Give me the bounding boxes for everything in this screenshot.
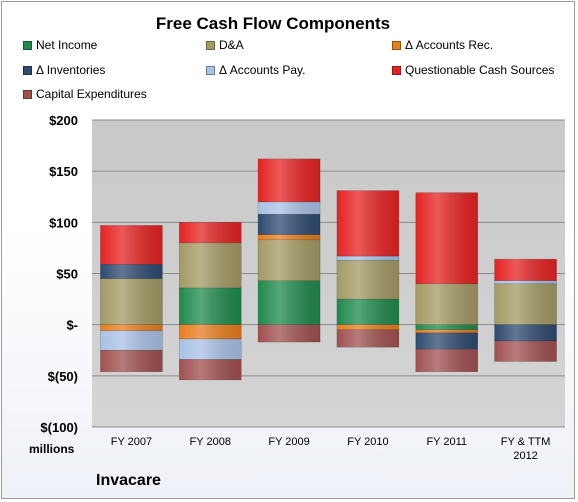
legend-swatch	[392, 65, 401, 75]
x-tick-label: FY 2010	[347, 436, 388, 448]
bar-segment-shade	[100, 330, 163, 351]
legend-item: D&A	[206, 38, 244, 52]
y-tick-label: $(100)	[40, 420, 78, 435]
bar-segment-shade	[258, 214, 321, 235]
bar-segment-shade	[258, 201, 321, 215]
x-tick-label: 2012	[513, 450, 537, 462]
bar-segment-shade	[179, 242, 242, 288]
bar-segment-shade	[179, 359, 242, 380]
legend-label: Δ Accounts Pay.	[219, 63, 306, 77]
legend-item: Δ Accounts Pay.	[206, 63, 306, 77]
x-tick-label: FY 2007	[111, 436, 152, 448]
y-tick-label: $50	[56, 267, 78, 282]
bar-segment-shade	[415, 324, 478, 330]
bar-segment-shade	[258, 158, 321, 202]
bar-segment-shade	[336, 260, 399, 300]
bar-segment-shade	[415, 349, 478, 372]
units-label: millions	[29, 442, 75, 456]
legend-label: D&A	[219, 38, 244, 52]
bar-segment-shade	[415, 192, 478, 284]
bar-segment-shade	[258, 239, 321, 281]
legend-item: Δ Inventories	[23, 63, 105, 77]
x-tick-label: FY 2008	[190, 436, 231, 448]
bar-segment-shade	[258, 324, 321, 343]
bar-segment-shade	[336, 256, 399, 261]
bar-segment-shade	[494, 280, 557, 284]
y-tick-label: $200	[49, 113, 78, 128]
legend-item: Questionable Cash Sources	[392, 63, 554, 77]
bar-segment-shade	[494, 283, 557, 325]
bar-segment-shade	[494, 259, 557, 281]
bar-segment-shade	[258, 234, 321, 240]
legend-item: Δ Accounts Rec.	[392, 38, 493, 52]
bar-segment-shade	[336, 190, 399, 257]
legend-label: Net Income	[36, 38, 98, 52]
bar-segment-shade	[336, 324, 399, 330]
bar-segment-shade	[100, 350, 163, 372]
bar-segment-shade	[494, 324, 557, 342]
bar-segment-shade	[179, 338, 242, 360]
bar-segment-shade	[179, 287, 242, 325]
chart-title: Free Cash Flow Components	[155, 14, 391, 33]
bar-segment-shade	[179, 324, 242, 339]
legend-item: Capital Expenditures	[23, 87, 147, 101]
bar-segment-shade	[100, 264, 163, 279]
x-tick-label: FY 2011	[426, 436, 467, 448]
bar-segment-shade	[494, 341, 557, 362]
legend-swatch	[206, 65, 215, 75]
legend-label: Δ Accounts Rec.	[405, 38, 494, 52]
bar-segment-shade	[100, 324, 163, 331]
legend-swatch	[206, 40, 215, 50]
x-tick-label: FY 2009	[268, 436, 309, 448]
bar-segment-shade	[415, 332, 478, 350]
x-tick-label: FY & TTM	[501, 436, 551, 448]
legend-swatch	[23, 40, 32, 50]
legend-label: Capital Expenditures	[36, 87, 147, 101]
bar-segment-shade	[415, 283, 478, 325]
legend-swatch	[23, 89, 32, 99]
bar-segment-shade	[258, 280, 321, 325]
y-tick-label: $100	[49, 215, 78, 230]
legend-swatch	[392, 40, 401, 50]
y-tick-label: $150	[49, 164, 78, 179]
bar-segment-shade	[179, 222, 242, 243]
bar-segment-shade	[415, 329, 478, 333]
legend-swatch	[23, 65, 32, 75]
bar-segment-shade	[336, 329, 399, 348]
y-tick-label: $-	[66, 318, 78, 333]
y-tick-label: $(50)	[48, 369, 78, 384]
bar-segment-shade	[100, 278, 163, 325]
bar-segment-shade	[100, 225, 163, 265]
legend-item: Net Income	[23, 38, 97, 52]
company-name: Invacare	[96, 472, 161, 489]
legend-label: Δ Inventories	[36, 63, 106, 77]
bar-segment-shade	[336, 299, 399, 325]
legend-label: Questionable Cash Sources	[405, 63, 555, 77]
